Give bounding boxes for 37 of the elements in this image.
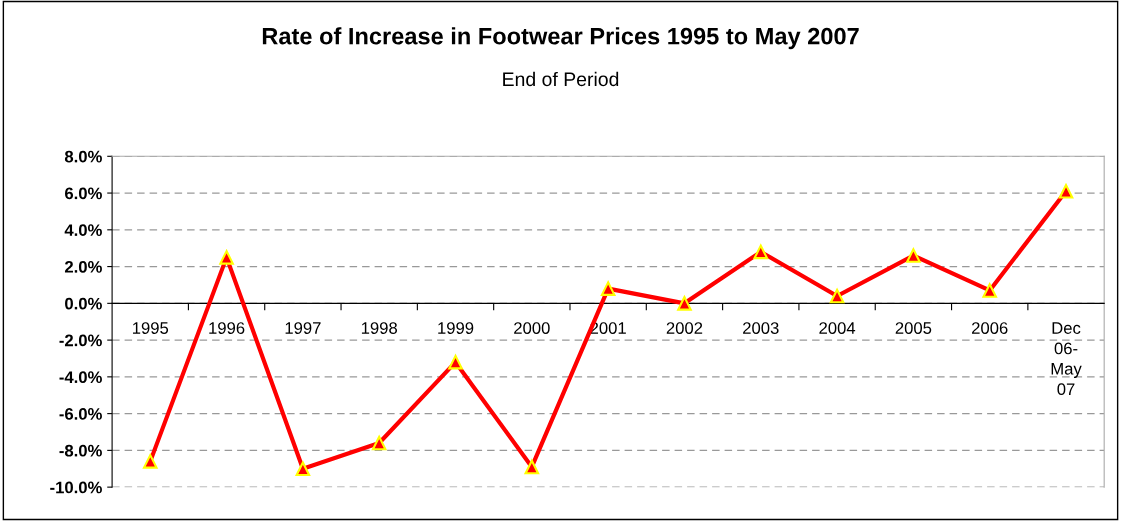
y-tick-label: -8.0% [59,444,102,457]
x-tick-label: 2000 [514,322,550,334]
x-tick-label: 2002 [666,322,703,334]
x-tick-label: 1997 [285,322,321,334]
point [906,248,921,263]
y-tick-label: 0.0% [65,297,102,310]
y-tick-label: -6.0% [59,408,102,420]
point [448,354,463,370]
point [219,250,234,265]
x-tick-label: 2003 [743,322,779,334]
x-tick-label: 1996 [209,322,245,334]
x-tick-label: 1995 [132,322,169,334]
x-tick-label: 2006 [972,322,1008,334]
y-tick-label: 6.0% [65,187,102,200]
x-tick-label: 1998 [361,322,398,334]
point [142,454,158,469]
x-tick-label: 2005 [895,322,932,334]
point [677,296,692,311]
y-tick-label: 8.0% [64,150,102,163]
point [524,459,540,475]
y-tick-label: 2.0% [64,260,102,273]
point [753,244,769,260]
point [600,281,616,296]
point [371,435,387,451]
chart-subtitle: End of Period [503,71,619,87]
y-tick-label: 4.0% [64,224,102,237]
y-tick-label: -10.0% [50,481,102,494]
x-tick-label: Dec 06- May 07 [1051,322,1082,396]
point [1058,183,1074,199]
x-tick-label: 1999 [438,322,474,334]
point [829,288,845,304]
y-tick-label: -4.0% [59,371,102,384]
point [982,283,997,298]
chart-title: Rate of Increase in Footwear Prices 1995 to May 2007 [262,27,859,50]
y-tick-label: -2.0% [59,334,102,347]
point [295,461,311,477]
x-tick-label: 2004 [819,322,856,334]
